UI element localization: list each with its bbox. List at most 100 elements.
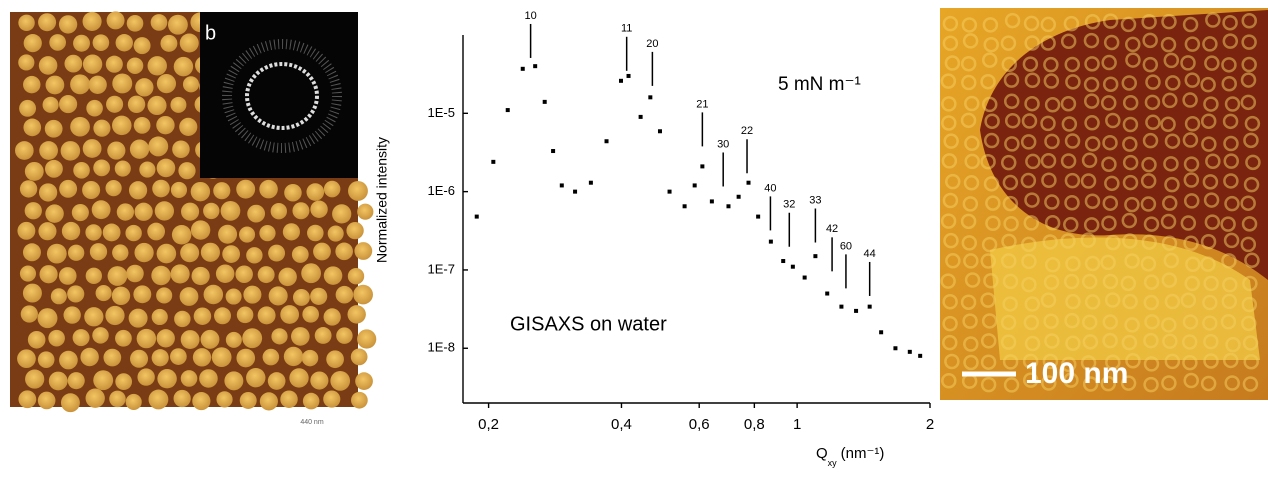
grain xyxy=(330,371,351,391)
grain xyxy=(1024,95,1040,112)
grain xyxy=(18,390,37,409)
grain xyxy=(112,115,132,136)
grain xyxy=(129,139,150,159)
grain xyxy=(302,306,320,323)
grain xyxy=(1182,314,1199,330)
grain xyxy=(348,181,368,201)
grain xyxy=(1065,335,1081,351)
data-point xyxy=(533,64,538,69)
grain xyxy=(292,202,310,220)
grain xyxy=(1003,72,1020,88)
grain xyxy=(1241,315,1257,332)
grain xyxy=(1182,16,1199,33)
data-point xyxy=(879,330,884,335)
grain xyxy=(1065,74,1081,90)
grain xyxy=(940,213,957,229)
grain xyxy=(115,329,132,347)
grain xyxy=(1044,257,1061,273)
grain xyxy=(1183,193,1200,209)
grain xyxy=(1242,376,1259,392)
grain-pattern xyxy=(15,11,377,413)
grain xyxy=(112,73,133,94)
grain xyxy=(134,202,153,221)
grain xyxy=(1083,217,1100,233)
grain xyxy=(1084,115,1100,131)
grain xyxy=(135,78,154,97)
annotation: 5 mN m⁻¹ xyxy=(778,74,861,95)
grain xyxy=(983,36,999,53)
grain xyxy=(961,17,978,33)
grain xyxy=(236,348,256,368)
grain xyxy=(1020,134,1037,150)
grain xyxy=(1063,273,1080,290)
grain xyxy=(1041,375,1057,391)
grain xyxy=(156,115,175,135)
grain xyxy=(148,389,169,410)
grain xyxy=(943,232,959,249)
grain xyxy=(19,180,38,198)
peak-label: 22 xyxy=(741,125,753,137)
grain xyxy=(92,327,109,344)
grain xyxy=(136,328,157,349)
grain xyxy=(259,179,278,199)
grain xyxy=(179,287,199,306)
grain xyxy=(125,393,142,411)
grain xyxy=(1224,375,1240,391)
grain xyxy=(137,368,155,386)
data-point xyxy=(893,346,898,351)
grain xyxy=(1080,355,1097,371)
grain xyxy=(1125,36,1141,53)
grain xyxy=(1160,213,1177,230)
grain xyxy=(180,243,200,263)
grain xyxy=(1141,156,1157,173)
grain xyxy=(170,348,187,365)
grain xyxy=(222,245,241,263)
data-point xyxy=(700,164,705,169)
grain xyxy=(326,350,344,369)
grain xyxy=(1142,132,1159,149)
grain xyxy=(1241,12,1257,29)
grain xyxy=(1044,214,1061,231)
grain xyxy=(1084,193,1101,209)
grain xyxy=(332,204,352,224)
grain xyxy=(105,180,122,197)
grain xyxy=(127,95,146,114)
grain xyxy=(323,266,343,285)
grain xyxy=(1182,132,1199,148)
grain xyxy=(91,200,111,220)
grain xyxy=(1124,317,1140,333)
grain xyxy=(235,265,253,283)
grain xyxy=(1000,334,1017,350)
grain xyxy=(1120,275,1137,292)
grain xyxy=(943,133,959,149)
grain xyxy=(1162,333,1178,350)
grain xyxy=(37,391,56,410)
grain xyxy=(983,132,1000,149)
grain xyxy=(151,308,168,326)
grain xyxy=(1002,195,1019,212)
grain xyxy=(1003,377,1020,393)
grain xyxy=(1161,13,1177,30)
grain xyxy=(80,347,99,367)
grain xyxy=(1180,55,1196,71)
grain xyxy=(59,179,78,198)
grain xyxy=(151,265,171,286)
grain xyxy=(38,183,58,202)
grain xyxy=(259,224,276,242)
grain xyxy=(38,13,57,32)
grain xyxy=(307,224,324,242)
grain xyxy=(27,330,46,349)
grain xyxy=(23,75,41,94)
grain xyxy=(1064,172,1081,189)
grain xyxy=(156,329,175,348)
grain xyxy=(271,328,288,345)
grain xyxy=(1202,315,1218,331)
grain xyxy=(1002,354,1019,370)
grain xyxy=(156,74,177,94)
grain xyxy=(190,220,211,240)
grain xyxy=(1223,153,1239,169)
grain xyxy=(268,286,288,306)
grain xyxy=(171,225,192,245)
grain xyxy=(1200,256,1216,272)
grain xyxy=(327,225,344,242)
